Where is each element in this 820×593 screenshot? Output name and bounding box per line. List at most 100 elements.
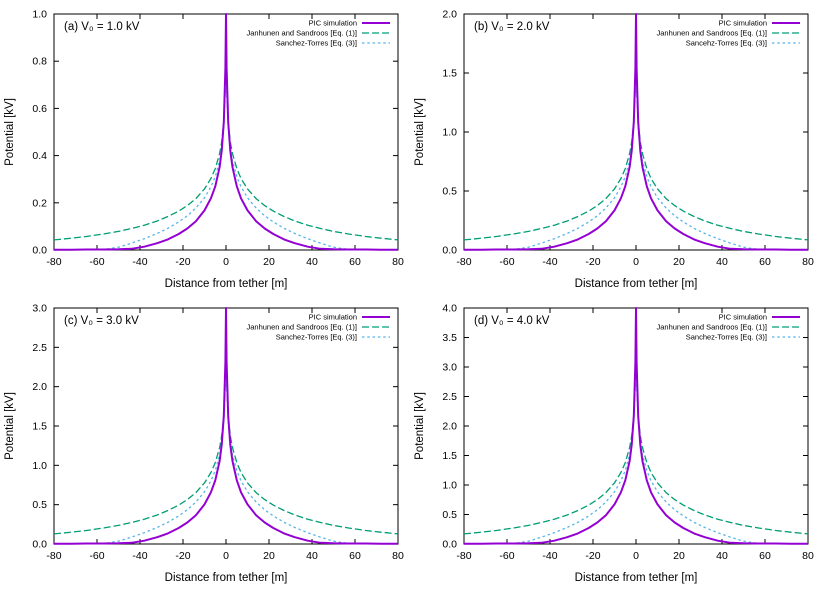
x-tick-label: -20	[585, 256, 600, 268]
legend-label: Sanchez-Torres [Eq. (3)]	[276, 333, 357, 342]
x-tick-label: 40	[306, 256, 318, 268]
y-tick-label: 0.0	[442, 245, 457, 257]
x-tick-label: -80	[456, 256, 471, 268]
x-tick-label: -40	[132, 256, 147, 268]
y-tick-label: 3.5	[442, 332, 457, 344]
y-tick-label: 3.0	[32, 303, 47, 315]
y-axis: 0.0 0.5 1.0 1.5 2.0 2.5 3.0 3.5 4.0	[442, 303, 808, 551]
y-tick-label: 3.0	[442, 362, 457, 374]
x-tick-label: -40	[542, 550, 557, 562]
y-tick-label: 2.0	[442, 9, 457, 21]
y-axis-label: Potential [kV]	[4, 98, 16, 166]
x-tick-label: 60	[349, 256, 361, 268]
x-tick-label: 60	[759, 256, 771, 268]
x-tick-label: -20	[175, 256, 190, 268]
x-tick-label: 0	[223, 550, 229, 562]
y-tick-label: 1.5	[442, 450, 457, 462]
chart-panel-a: -80 -60 -40 -20 0 20 40 60 80 0.0 0.2 0.4 0.6 0.8 1.0 D…	[0, 0, 410, 294]
chart-svg-a: -80 -60 -40 -20 0 20 40 60 80 0.0 0.2 0.4 0.6 0.8 1.0 D…	[4, 9, 404, 291]
x-tick-label: -60	[499, 550, 514, 562]
x-axis-label: Distance from tether [m]	[575, 278, 698, 290]
legend-label: Janhunen and Sandroos [Eq. (1)]	[657, 323, 768, 332]
x-tick-label: -40	[542, 256, 557, 268]
x-tick-label: -80	[46, 550, 61, 562]
y-axis: 0.0 0.5 1.0 1.5 2.0 2.5 3.0	[32, 303, 398, 551]
y-tick-label: 0.0	[32, 539, 47, 551]
x-tick-label: 20	[673, 550, 685, 562]
y-tick-label: 0.0	[32, 245, 47, 257]
panel-title: (a) V₀ = 1.0 kV	[64, 21, 140, 33]
x-tick-label: -60	[89, 256, 104, 268]
y-tick-label: 1.0	[32, 9, 47, 21]
y-axis: 0.0 0.2 0.4 0.6 0.8 1.0	[32, 9, 398, 257]
series-line-sanchez-torres-eq-3	[463, 307, 809, 545]
x-tick-label: -80	[46, 256, 61, 268]
series-line-pic-simulation	[464, 13, 808, 251]
x-tick-label: -60	[89, 550, 104, 562]
y-tick-label: 1.0	[442, 127, 457, 139]
panel-title: (d) V₀ = 4.0 kV	[474, 315, 550, 327]
y-tick-label: 1.5	[442, 68, 457, 80]
x-axis: -80 -60 -40 -20 0 20 40 60 80	[46, 14, 404, 268]
y-tick-label: 2.0	[442, 421, 457, 433]
y-tick-label: 4.0	[442, 303, 457, 315]
y-tick-label: 0.5	[32, 499, 47, 511]
panel-title: (c) V₀ = 3.0 kV	[64, 315, 139, 327]
y-tick-label: 1.0	[442, 480, 457, 492]
x-tick-label: 0	[633, 550, 639, 562]
x-tick-label: 0	[633, 256, 639, 268]
x-tick-label: 80	[802, 256, 814, 268]
legend-label: Sanchez-Torres [Eq. (3)]	[686, 333, 767, 342]
y-tick-label: 0.5	[442, 186, 457, 198]
x-axis-label: Distance from tether [m]	[165, 572, 288, 584]
legend-label: Sanchez-Torres [Eq. (3)]	[276, 39, 357, 48]
y-tick-label: 1.5	[32, 421, 47, 433]
y-tick-label: 0.5	[442, 509, 457, 521]
chart-svg-c: -80 -60 -40 -20 0 20 40 60 80 0.0 0.5 1.0 1.5 2.0 2.5 3…	[4, 303, 404, 585]
legend-label: PIC simulation	[719, 19, 767, 28]
x-axis-label: Distance from tether [m]	[575, 572, 698, 584]
series-line-pic-simulation	[54, 13, 398, 251]
x-tick-label: 40	[716, 550, 728, 562]
chart-svg-b: -80 -60 -40 -20 0 20 40 60 80 0.0 0.5 1.0 1.5 2.0 Dist…	[414, 9, 814, 291]
y-tick-label: 0.2	[32, 197, 47, 209]
x-tick-label: 20	[673, 256, 685, 268]
x-tick-label: -40	[132, 550, 147, 562]
y-tick-label: 2.5	[32, 342, 47, 354]
y-tick-label: 0.4	[32, 150, 47, 162]
x-tick-label: 40	[716, 256, 728, 268]
chart-svg-d: -80 -60 -40 -20 0 20 40 60 80 0.0 0.5 1.0 1.5 2.0 2.5 3…	[414, 303, 814, 585]
series-line-sanchez-torres-eq-3	[53, 307, 399, 545]
legend-label: PIC simulation	[309, 313, 357, 322]
x-tick-label: 40	[306, 550, 318, 562]
chart-panel-d: -80 -60 -40 -20 0 20 40 60 80 0.0 0.5 1.0 1.5 2.0 2.5 3…	[410, 294, 820, 588]
x-tick-label: 80	[802, 550, 814, 562]
series-line-pic-simulation	[464, 307, 808, 545]
y-tick-label: 1.0	[32, 460, 47, 472]
x-tick-label: 0	[223, 256, 229, 268]
y-axis: 0.0 0.5 1.0 1.5 2.0	[442, 9, 808, 257]
x-axis-label: Distance from tether [m]	[165, 278, 288, 290]
y-tick-label: 0.6	[32, 103, 47, 115]
x-tick-label: -60	[499, 256, 514, 268]
series-line-pic-simulation	[54, 307, 398, 545]
y-tick-label: 0.8	[32, 56, 47, 68]
x-tick-label: 60	[349, 550, 361, 562]
x-tick-label: -20	[585, 550, 600, 562]
chart-panel-b: -80 -60 -40 -20 0 20 40 60 80 0.0 0.5 1.0 1.5 2.0 Dist…	[410, 0, 820, 294]
panel-title: (b) V₀ = 2.0 kV	[474, 21, 550, 33]
legend-label: Sancehz-Torres [Eq. (3)]	[686, 39, 767, 48]
series-line-sanchez-torres-eq-3	[53, 13, 399, 251]
x-tick-label: 20	[263, 550, 275, 562]
series-line-sancehz-torres-eq-3	[463, 13, 809, 251]
x-axis: -80 -60 -40 -20 0 20 40 60 80	[46, 308, 404, 562]
y-axis-label: Potential [kV]	[414, 98, 426, 166]
x-tick-label: -20	[175, 550, 190, 562]
y-axis-label: Potential [kV]	[4, 392, 16, 460]
y-axis-label: Potential [kV]	[414, 392, 426, 460]
legend-label: PIC simulation	[719, 313, 767, 322]
